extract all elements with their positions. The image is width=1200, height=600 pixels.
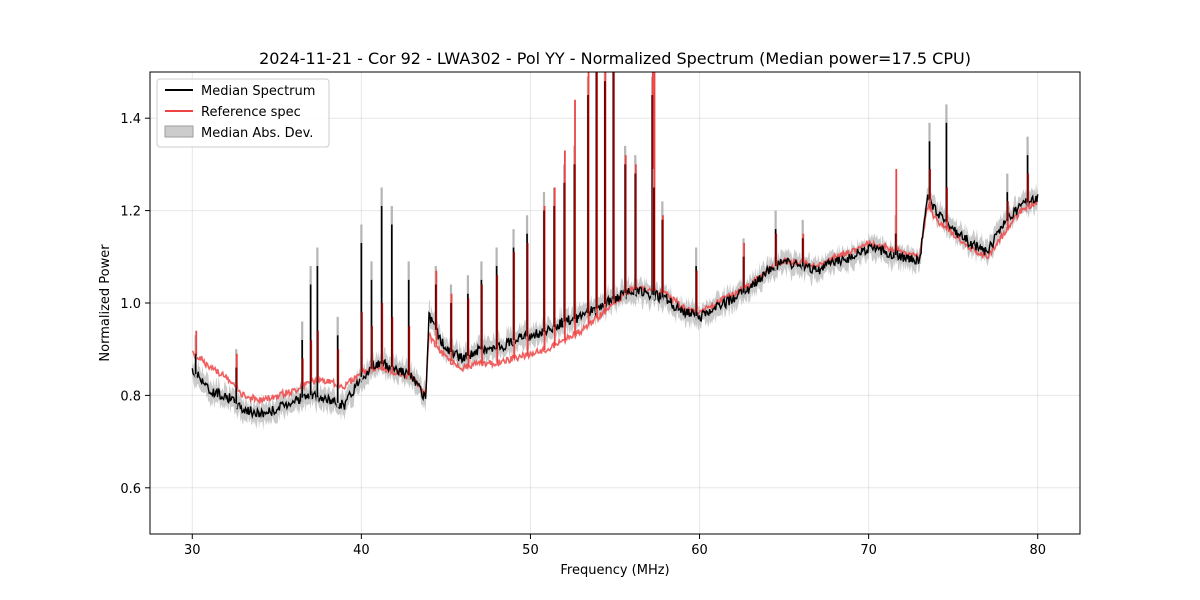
x-tick-label: 70 (860, 543, 877, 558)
mad-band-layer (192, 182, 1038, 431)
legend-reference-label: Reference spec (201, 105, 301, 120)
legend-median-label: Median Spectrum (201, 84, 315, 99)
y-tick-label: 1.4 (120, 112, 141, 127)
y-tick-label: 1.2 (120, 205, 141, 220)
legend-box (156, 78, 330, 148)
x-tick-label: 40 (353, 543, 370, 558)
x-tick-label: 50 (522, 543, 539, 558)
y-tick-label: 1.0 (120, 297, 141, 312)
plot-area (191, 72, 1039, 431)
y-tick-label: 0.6 (120, 482, 141, 497)
x-tick-label: 60 (691, 543, 708, 558)
y-axis-label: Normalized Power (98, 244, 113, 362)
x-axis-label: Frequency (MHz) (560, 563, 669, 578)
median-layer (191, 193, 1039, 420)
spike-layer (194, 72, 1030, 409)
legend: Median Spectrum Reference spec Median Ab… (156, 78, 330, 148)
ticks: 30 40 50 60 70 80 0.6 0.8 1.0 1.2 1.4 (120, 112, 1046, 558)
x-tick-label: 30 (184, 543, 201, 558)
median-line (191, 193, 1039, 420)
chart-title: 2024-11-21 - Cor 92 - LWA302 - Pol YY - … (259, 49, 971, 68)
x-tick-label: 80 (1029, 543, 1046, 558)
legend-mad-swatch (164, 125, 194, 138)
y-tick-label: 0.8 (120, 389, 141, 404)
legend-mad-label: Median Abs. Dev. (201, 126, 313, 141)
mad-band (192, 182, 1038, 431)
